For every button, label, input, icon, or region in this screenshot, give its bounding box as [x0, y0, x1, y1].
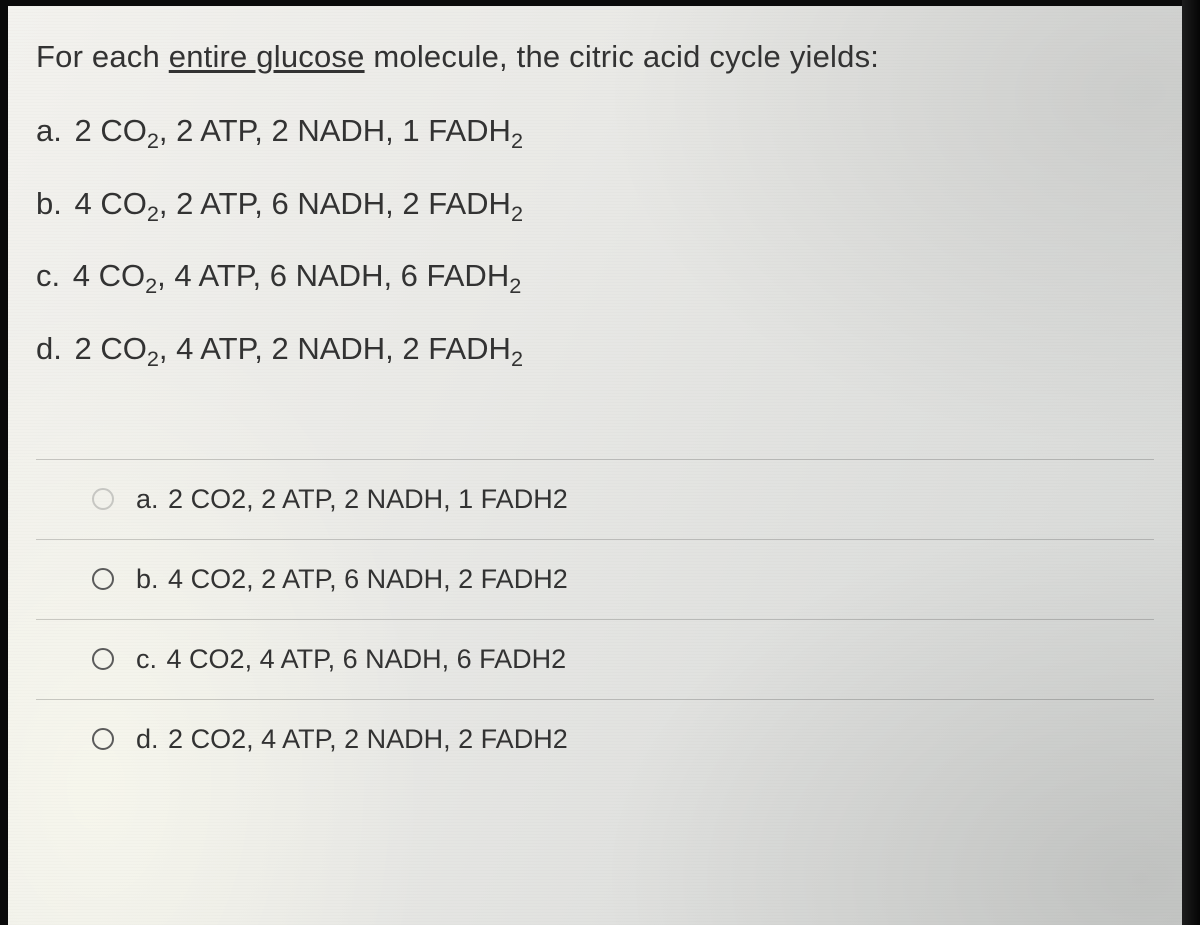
option-co2: 2 CO [74, 331, 146, 366]
answer-text: 4 CO2, 4 ATP, 6 NADH, 6 FADH2 [167, 644, 567, 674]
option-co2: 2 CO [74, 113, 146, 148]
radio-icon[interactable] [92, 728, 114, 750]
option-fadh-sub: 2 [511, 128, 523, 153]
option-mid: , 4 ATP, 6 NADH, 6 FADH [157, 258, 509, 293]
option-a: a. 2 CO2, 2 ATP, 2 NADH, 1 FADH2 [36, 112, 1154, 151]
answer-lead: d. [136, 724, 159, 754]
option-fadh-sub: 2 [509, 274, 521, 299]
question-stem: For each entire glucose molecule, the ci… [36, 36, 1154, 78]
option-lead: b. [36, 186, 62, 221]
answer-lead: b. [136, 564, 159, 594]
option-fadh-sub: 2 [511, 201, 523, 226]
option-fadh-sub: 2 [511, 346, 523, 371]
answer-label: c. 4 CO2, 4 ATP, 6 NADH, 6 FADH2 [136, 644, 566, 675]
answer-row-b[interactable]: b. 4 CO2, 2 ATP, 6 NADH, 2 FADH2 [36, 540, 1154, 620]
option-co2: 4 CO [74, 186, 146, 221]
answer-label: b. 4 CO2, 2 ATP, 6 NADH, 2 FADH2 [136, 564, 568, 595]
answer-text: 4 CO2, 2 ATP, 6 NADH, 2 FADH2 [168, 564, 568, 594]
answer-choices: a. 2 CO2, 2 ATP, 2 NADH, 1 FADH2 b. 4 CO… [36, 459, 1154, 765]
option-d: d. 2 CO2, 4 ATP, 2 NADH, 2 FADH2 [36, 330, 1154, 369]
radio-icon[interactable] [92, 488, 114, 510]
answer-lead: a. [136, 484, 159, 514]
stem-post: molecule, the citric acid cycle yields: [365, 39, 880, 74]
option-mid: , 2 ATP, 2 NADH, 1 FADH [159, 113, 511, 148]
answer-row-a[interactable]: a. 2 CO2, 2 ATP, 2 NADH, 1 FADH2 [36, 460, 1154, 540]
option-c: c. 4 CO2, 4 ATP, 6 NADH, 6 FADH2 [36, 257, 1154, 296]
radio-icon[interactable] [92, 648, 114, 670]
answer-lead: c. [136, 644, 157, 674]
answer-label: a. 2 CO2, 2 ATP, 2 NADH, 1 FADH2 [136, 484, 568, 515]
option-co2: 4 CO [73, 258, 145, 293]
radio-icon[interactable] [92, 568, 114, 590]
option-lead: c. [36, 258, 60, 293]
answer-row-c[interactable]: c. 4 CO2, 4 ATP, 6 NADH, 6 FADH2 [36, 620, 1154, 700]
option-b: b. 4 CO2, 2 ATP, 6 NADH, 2 FADH2 [36, 185, 1154, 224]
option-lead: a. [36, 113, 62, 148]
option-mid: , 4 ATP, 2 NADH, 2 FADH [159, 331, 511, 366]
answer-row-d[interactable]: d. 2 CO2, 4 ATP, 2 NADH, 2 FADH2 [36, 700, 1154, 765]
stem-underlined: entire glucose [169, 39, 365, 74]
stem-pre: For each [36, 39, 169, 74]
option-mid: , 2 ATP, 6 NADH, 2 FADH [159, 186, 511, 221]
answer-text: 2 CO2, 2 ATP, 2 NADH, 1 FADH2 [168, 484, 568, 514]
option-co2-sub: 2 [147, 201, 159, 226]
option-lead: d. [36, 331, 62, 366]
answer-text: 2 CO2, 4 ATP, 2 NADH, 2 FADH2 [168, 724, 568, 754]
option-co2-sub: 2 [145, 274, 157, 299]
option-co2-sub: 2 [147, 346, 159, 371]
question-card: For each entire glucose molecule, the ci… [8, 6, 1182, 925]
option-co2-sub: 2 [147, 128, 159, 153]
answer-label: d. 2 CO2, 4 ATP, 2 NADH, 2 FADH2 [136, 724, 568, 755]
